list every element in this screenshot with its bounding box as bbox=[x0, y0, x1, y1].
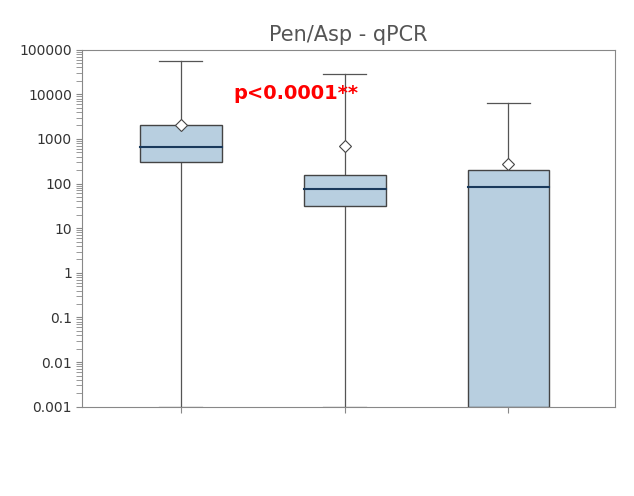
Title: Pen/Asp - qPCR: Pen/Asp - qPCR bbox=[269, 25, 428, 45]
Text: Sisäilma vaurio: Sisäilma vaurio bbox=[103, 453, 258, 472]
Text: Sisäilma vertailu: Sisäilma vertailu bbox=[260, 453, 429, 472]
Bar bbox=[139, 125, 222, 162]
Bar bbox=[467, 170, 550, 407]
Bar bbox=[304, 175, 385, 206]
Text: p<0.0001**: p<0.0001** bbox=[233, 83, 358, 103]
Text: Ulkoilma: Ulkoilma bbox=[465, 453, 552, 472]
